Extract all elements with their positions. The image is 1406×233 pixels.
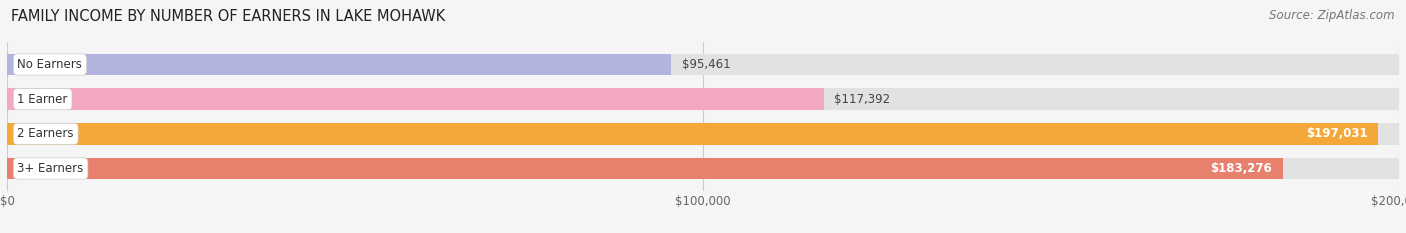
Bar [7,88,824,110]
Bar [7,88,1399,110]
Text: $95,461: $95,461 [682,58,731,71]
Text: Source: ZipAtlas.com: Source: ZipAtlas.com [1270,9,1395,22]
Bar [7,158,1282,179]
Bar [7,158,1399,179]
Text: $197,031: $197,031 [1306,127,1368,140]
Text: $117,392: $117,392 [835,93,890,106]
Text: 2 Earners: 2 Earners [17,127,75,140]
Bar [7,54,1399,75]
Text: 3+ Earners: 3+ Earners [17,162,84,175]
Text: 1 Earner: 1 Earner [17,93,67,106]
Bar [7,123,1399,145]
Bar [7,54,672,75]
Text: No Earners: No Earners [17,58,83,71]
Text: $183,276: $183,276 [1211,162,1272,175]
Text: FAMILY INCOME BY NUMBER OF EARNERS IN LAKE MOHAWK: FAMILY INCOME BY NUMBER OF EARNERS IN LA… [11,9,446,24]
Bar [7,123,1378,145]
